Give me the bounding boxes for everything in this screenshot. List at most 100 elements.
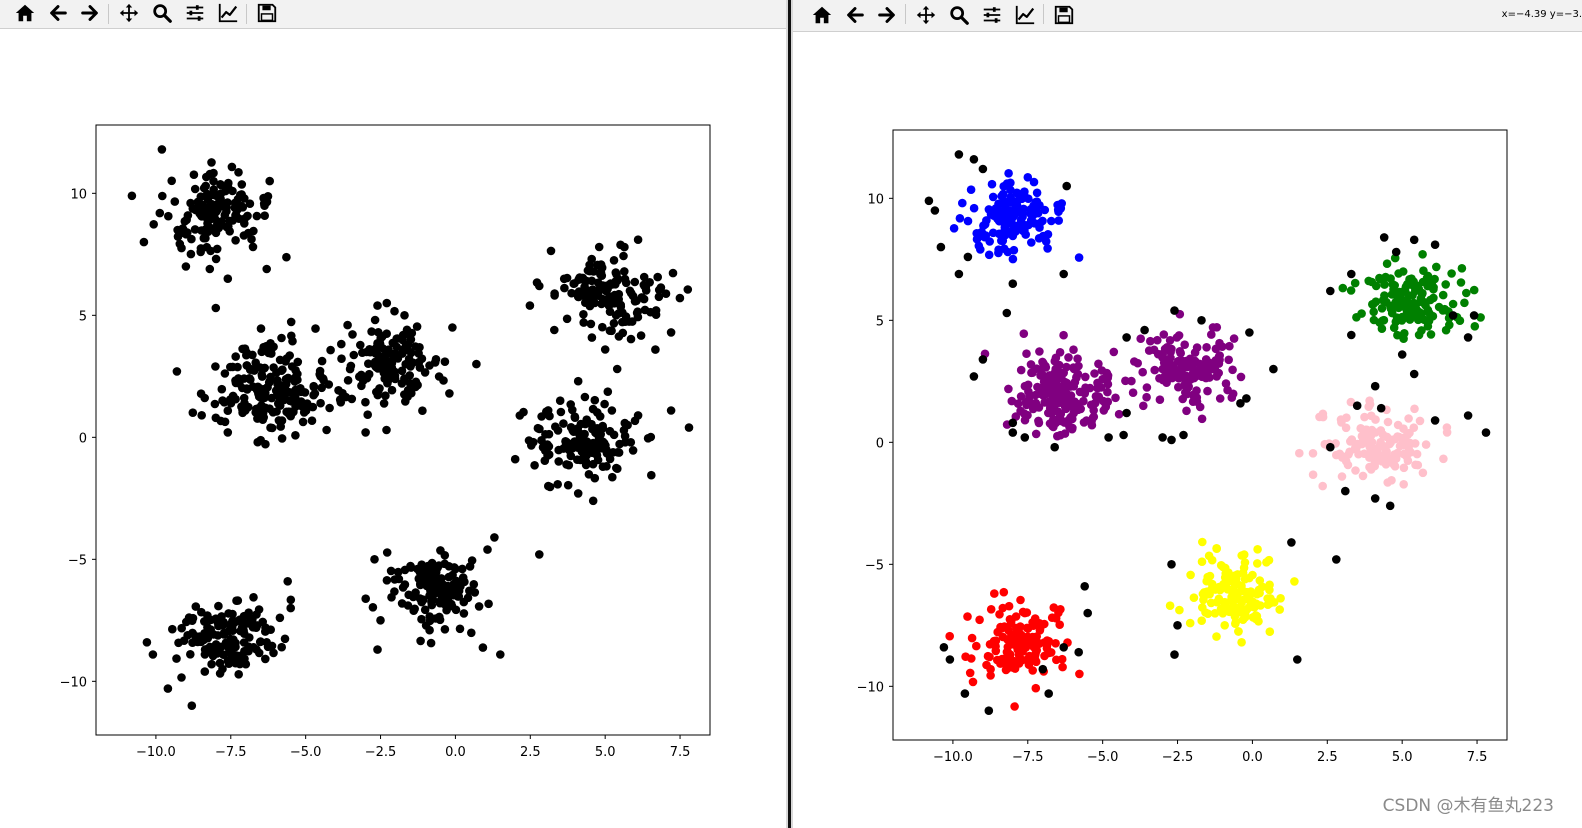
data-point bbox=[225, 227, 234, 236]
home-icon bbox=[15, 4, 35, 22]
data-point bbox=[553, 480, 562, 489]
zoom-button[interactable] bbox=[148, 0, 176, 26]
edit-axes-button[interactable] bbox=[214, 0, 242, 26]
y-tick-label: 5 bbox=[876, 314, 884, 329]
data-point bbox=[268, 408, 278, 417]
data-point bbox=[963, 252, 973, 262]
data-point bbox=[380, 351, 389, 361]
data-point bbox=[202, 242, 212, 252]
data-point bbox=[1133, 358, 1142, 368]
data-point bbox=[544, 481, 553, 491]
data-point bbox=[945, 631, 954, 641]
data-point bbox=[1019, 191, 1029, 200]
data-point bbox=[382, 373, 392, 382]
data-point bbox=[610, 290, 619, 300]
data-point bbox=[1122, 408, 1131, 418]
data-point bbox=[218, 396, 227, 405]
data-point bbox=[1220, 621, 1229, 630]
data-point bbox=[253, 437, 262, 447]
pan-button[interactable] bbox=[115, 0, 143, 26]
y-tick-label: 10 bbox=[70, 187, 87, 202]
data-point bbox=[1142, 383, 1152, 392]
data-point bbox=[1166, 353, 1175, 363]
data-point bbox=[289, 407, 298, 417]
subplots-button[interactable] bbox=[181, 0, 209, 26]
toolbar-separator bbox=[246, 4, 247, 24]
forward-button[interactable] bbox=[76, 0, 104, 26]
axes-frame bbox=[892, 129, 1508, 741]
data-point bbox=[988, 192, 998, 202]
data-point bbox=[409, 606, 419, 615]
data-point bbox=[1360, 412, 1369, 422]
data-point bbox=[551, 422, 560, 432]
zoom-button[interactable] bbox=[945, 2, 973, 28]
data-point bbox=[1004, 648, 1013, 658]
data-point bbox=[1371, 428, 1380, 437]
data-point bbox=[483, 545, 492, 554]
data-point bbox=[570, 413, 580, 423]
data-point bbox=[1364, 276, 1373, 286]
data-point bbox=[415, 594, 425, 603]
data-point bbox=[1160, 372, 1169, 381]
right-scatter-plot: −10.0 −7.5 −5.0 −2.5 0.0 2.5 5.0 7.5 10 5 0 −5 −10 bbox=[857, 129, 1508, 765]
data-point bbox=[277, 366, 286, 376]
x-tick-label: 7.5 bbox=[670, 745, 691, 760]
data-point bbox=[1023, 624, 1033, 633]
data-point bbox=[546, 246, 556, 256]
data-point bbox=[1457, 264, 1467, 273]
data-point bbox=[1432, 262, 1441, 272]
edit-axes-button[interactable] bbox=[1011, 2, 1039, 28]
data-point bbox=[1186, 375, 1196, 384]
forward-button[interactable] bbox=[873, 2, 901, 28]
data-point bbox=[434, 372, 444, 381]
data-point bbox=[257, 347, 267, 357]
back-button[interactable] bbox=[841, 2, 869, 28]
data-point bbox=[1221, 379, 1231, 388]
data-point bbox=[1014, 628, 1024, 638]
data-point bbox=[1382, 297, 1391, 307]
data-point bbox=[1050, 442, 1059, 452]
data-point bbox=[1318, 481, 1327, 491]
save-button[interactable] bbox=[253, 0, 281, 26]
data-point bbox=[1376, 403, 1386, 413]
data-point bbox=[1308, 470, 1318, 480]
data-point bbox=[418, 406, 427, 416]
window-splitter[interactable] bbox=[786, 0, 793, 828]
data-point bbox=[969, 203, 979, 213]
data-point bbox=[1090, 369, 1099, 378]
data-point bbox=[223, 274, 233, 284]
data-point bbox=[538, 443, 548, 452]
data-point bbox=[142, 638, 152, 647]
data-point bbox=[337, 339, 346, 349]
data-point bbox=[1054, 360, 1064, 370]
back-button[interactable] bbox=[44, 0, 72, 26]
data-point bbox=[967, 633, 977, 643]
data-point bbox=[1463, 411, 1473, 420]
subplots-button[interactable] bbox=[978, 2, 1006, 28]
data-point bbox=[1318, 409, 1328, 419]
data-point bbox=[640, 305, 650, 315]
home-button[interactable] bbox=[808, 2, 836, 28]
data-point bbox=[283, 577, 293, 586]
data-point bbox=[1212, 323, 1222, 332]
data-point bbox=[237, 180, 247, 189]
data-point bbox=[397, 379, 407, 388]
pan-button[interactable] bbox=[912, 2, 940, 28]
data-point bbox=[173, 232, 183, 241]
data-point bbox=[217, 200, 227, 210]
data-point bbox=[1006, 197, 1015, 206]
back-arrow-icon bbox=[50, 5, 67, 21]
data-point bbox=[1245, 328, 1254, 337]
home-button[interactable] bbox=[11, 0, 39, 26]
data-point bbox=[954, 269, 964, 279]
data-point bbox=[1028, 368, 1037, 378]
data-point bbox=[574, 292, 583, 302]
save-button[interactable] bbox=[1050, 2, 1078, 28]
data-point bbox=[397, 599, 407, 608]
data-point bbox=[675, 293, 685, 303]
data-point bbox=[1055, 398, 1065, 408]
data-point bbox=[260, 201, 269, 210]
data-point bbox=[167, 176, 176, 186]
data-point bbox=[387, 385, 397, 395]
data-point bbox=[519, 407, 528, 417]
